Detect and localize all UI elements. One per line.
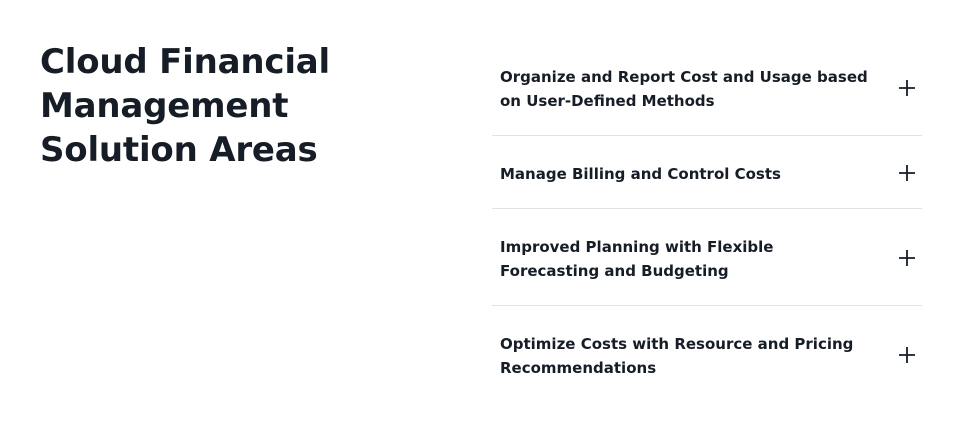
- plus-icon[interactable]: [899, 80, 915, 96]
- accordion-item-planning-forecasting[interactable]: Improved Planning with Flexible Forecast…: [492, 209, 922, 306]
- plus-icon[interactable]: [899, 347, 915, 363]
- plus-icon[interactable]: [899, 250, 915, 266]
- accordion-item-label: Organize and Report Cost and Usage based…: [500, 68, 868, 110]
- solution-areas-accordion: Organize and Report Cost and Usage based…: [492, 51, 922, 403]
- accordion-item-label: Improved Planning with Flexible Forecast…: [500, 238, 774, 280]
- accordion-item-billing-costs[interactable]: Manage Billing and Control Costs: [492, 136, 922, 209]
- section-title: Cloud Financial Management Solution Area…: [40, 42, 330, 170]
- accordion-item-label: Manage Billing and Control Costs: [500, 165, 781, 183]
- accordion-item-organize-report[interactable]: Organize and Report Cost and Usage based…: [492, 51, 922, 136]
- accordion-item-label: Optimize Costs with Resource and Pricing…: [500, 335, 854, 377]
- accordion-item-optimize-costs[interactable]: Optimize Costs with Resource and Pricing…: [492, 306, 922, 403]
- plus-icon[interactable]: [899, 165, 915, 181]
